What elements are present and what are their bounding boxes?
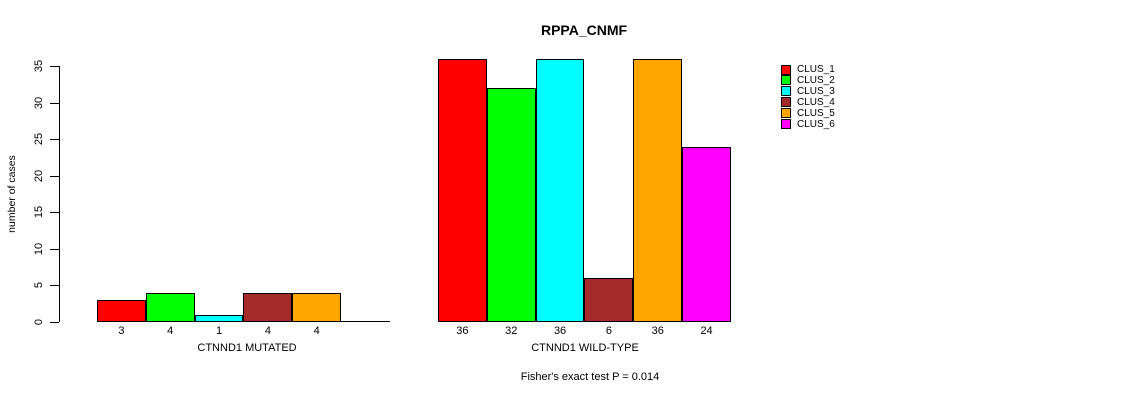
y-axis-title: number of cases: [6, 155, 18, 233]
bar-group1-clus-3: [194, 314, 244, 322]
y-axis-line: [59, 66, 60, 322]
y-axis-tick-label: 5: [33, 282, 45, 289]
bar-value-label: 1: [216, 325, 223, 337]
bar-group2-clus-4: [584, 278, 634, 322]
bar-group1-clus-4: [243, 292, 293, 322]
legend-item: CLUS_2: [781, 75, 835, 86]
legend-item: CLUS_1: [781, 64, 835, 75]
bar-value-label: 36: [651, 325, 664, 337]
legend-item: CLUS_5: [781, 108, 835, 119]
bar-value-label: 32: [505, 325, 518, 337]
legend-label: CLUS_3: [797, 85, 835, 97]
legend-item: CLUS_6: [781, 119, 835, 130]
bar-group1-clus-6-zero: [341, 321, 390, 322]
x-axis-group-label-mutated: CTNND1 MUTATED: [197, 342, 297, 354]
legend-swatch-clus-6: [781, 119, 791, 129]
y-axis-tick-label: 10: [33, 242, 45, 256]
legend-label: CLUS_1: [797, 64, 835, 75]
legend-swatch-clus-3: [781, 86, 791, 97]
legend-swatch-clus-4: [781, 97, 791, 108]
bar-value-label: 3: [118, 325, 125, 337]
y-axis-tick: [50, 212, 59, 214]
bar-value-label: 24: [700, 325, 713, 337]
y-axis-tick-label: 35: [33, 60, 45, 73]
legend-swatch-clus-1: [781, 64, 791, 75]
y-axis-tick-label: 30: [33, 96, 45, 109]
y-axis-tick-label: 20: [33, 169, 45, 182]
bar-group1-clus-5: [292, 292, 342, 322]
bar-group2-clus-2: [486, 88, 536, 322]
y-axis-tick-label: 0: [33, 318, 45, 326]
bar-group2-clus-3: [535, 59, 585, 322]
y-axis-tick: [50, 248, 59, 250]
legend-item: CLUS_4: [781, 97, 835, 108]
bar-value-label: 36: [456, 325, 469, 337]
legend-label: CLUS_5: [797, 107, 835, 119]
y-axis-tick: [50, 322, 59, 323]
fisher-exact-test-annotation: Fisher's exact test P = 0.014: [520, 371, 660, 383]
y-axis-tick: [50, 285, 59, 287]
legend-label: CLUS_2: [797, 74, 835, 86]
bar-group1-clus-2: [145, 292, 195, 322]
x-axis-group-label-wildtype: CTNND1 WILD-TYPE: [531, 342, 639, 354]
y-axis-tick-label: 25: [33, 133, 45, 146]
bar-group1-clus-1: [97, 300, 146, 322]
y-axis-tick: [50, 66, 59, 68]
bar-group2-clus-1: [438, 59, 487, 322]
bar-value-label: 4: [264, 325, 271, 337]
y-axis-tick: [50, 175, 59, 177]
bar-value-label: 6: [605, 325, 612, 337]
bar-value-label: 4: [313, 325, 320, 337]
legend-swatch-clus-5: [781, 108, 791, 119]
y-axis-tick: [50, 139, 59, 141]
legend-swatch-clus-2: [781, 75, 791, 86]
bar-value-label: 36: [553, 325, 567, 337]
bar-value-label: 4: [167, 325, 174, 337]
legend-label: CLUS_6: [797, 118, 835, 130]
bar-group2-clus-6: [682, 146, 731, 322]
y-axis-tick-label: 15: [33, 206, 45, 219]
y-axis-tick: [50, 102, 59, 104]
legend-item: CLUS_3: [781, 86, 835, 97]
chart-title: RPPA_CNMF: [540, 22, 628, 38]
legend-label: CLUS_4: [797, 96, 835, 108]
bar-group2-clus-5: [633, 59, 683, 322]
